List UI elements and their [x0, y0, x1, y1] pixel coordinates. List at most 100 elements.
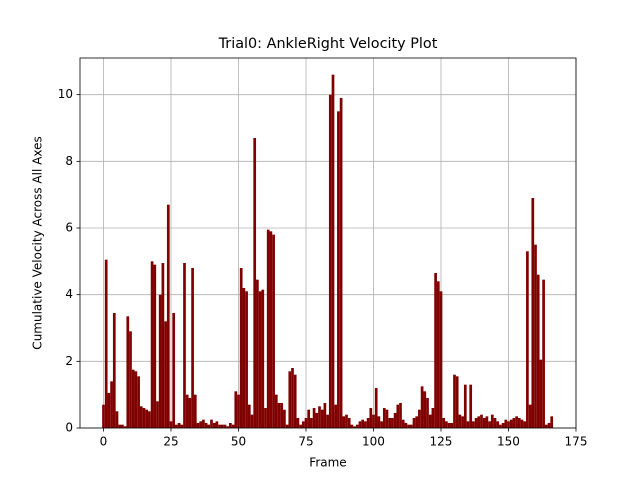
- bar: [299, 424, 302, 428]
- bar: [469, 384, 473, 428]
- bar: [528, 404, 532, 428]
- bar: [490, 414, 494, 428]
- bar: [180, 424, 184, 428]
- bar: [134, 371, 138, 428]
- bar: [507, 421, 510, 428]
- bar: [183, 263, 186, 428]
- bar: [337, 111, 340, 428]
- bar: [266, 229, 270, 428]
- bar: [453, 374, 456, 428]
- bar: [242, 288, 246, 428]
- axes-frame: [79, 57, 577, 429]
- bar: [412, 418, 416, 428]
- bar: [169, 421, 173, 428]
- bar: [496, 421, 500, 428]
- bar: [237, 394, 240, 428]
- bar: [145, 409, 149, 428]
- bar: [420, 386, 424, 428]
- bar: [142, 408, 146, 428]
- bar: [253, 138, 257, 428]
- bar: [264, 408, 267, 428]
- y-axis-label: Cumulative Velocity Across All Axes: [31, 136, 45, 349]
- bar: [526, 251, 529, 428]
- chart-title: Trial0: AnkleRight Velocity Plot: [218, 36, 438, 52]
- bar: [353, 426, 356, 428]
- bar: [372, 414, 375, 428]
- bar: [404, 423, 408, 428]
- bar: [185, 394, 189, 428]
- bar: [520, 419, 524, 428]
- bar: [323, 403, 327, 428]
- bar: [501, 423, 505, 428]
- bar: [380, 421, 383, 428]
- bar: [307, 409, 311, 428]
- bar: [150, 261, 154, 428]
- y-tick-label: 0: [65, 421, 73, 435]
- bar: [291, 368, 294, 428]
- bar: [296, 418, 300, 428]
- bar: [258, 291, 262, 428]
- bar: [466, 421, 470, 428]
- bar: [234, 391, 238, 428]
- bar: [118, 424, 122, 428]
- bar: [374, 388, 378, 428]
- bar: [231, 424, 235, 428]
- bar: [212, 423, 216, 428]
- bar: [439, 291, 443, 428]
- bar: [426, 398, 429, 428]
- x-tick-label: 0: [100, 435, 108, 449]
- bar: [172, 313, 176, 428]
- bar: [499, 424, 502, 428]
- bar: [318, 406, 321, 428]
- bar: [382, 408, 386, 428]
- bar: [153, 264, 157, 428]
- bar: [326, 414, 329, 428]
- bar: [428, 414, 432, 428]
- bar: [415, 416, 419, 428]
- bar: [358, 421, 362, 428]
- bar: [207, 424, 211, 428]
- bar: [104, 259, 108, 428]
- bar: [112, 313, 116, 428]
- bar: [399, 403, 402, 428]
- x-tick-label: 175: [565, 435, 588, 449]
- bar: [293, 374, 297, 428]
- bar: [409, 424, 413, 428]
- bar: [534, 244, 537, 428]
- bar: [488, 421, 491, 428]
- bar: [531, 198, 535, 428]
- bar: [288, 371, 292, 428]
- bar: [334, 404, 338, 428]
- bar: [202, 419, 205, 428]
- bar: [280, 403, 284, 428]
- y-tick-label: 6: [65, 221, 73, 235]
- bar: [472, 421, 475, 428]
- bar: [215, 421, 219, 428]
- bar: [407, 424, 410, 428]
- bar: [342, 416, 346, 428]
- bar: [350, 424, 354, 428]
- bar: [482, 418, 486, 428]
- bar: [164, 321, 167, 428]
- x-tick-label: 150: [497, 435, 520, 449]
- y-tick-label: 4: [65, 287, 73, 301]
- bar: [283, 409, 286, 428]
- bar: [239, 268, 243, 428]
- bar: [188, 398, 192, 428]
- bar: [431, 408, 435, 428]
- bar: [204, 423, 208, 428]
- bar: [256, 279, 259, 428]
- bar: [158, 294, 162, 428]
- bar: [247, 404, 251, 428]
- bar: [304, 418, 308, 428]
- bar: [177, 423, 181, 428]
- bar: [523, 421, 527, 428]
- bar: [366, 418, 370, 428]
- bar: [504, 419, 508, 428]
- bar: [126, 316, 130, 428]
- bar: [515, 416, 518, 428]
- bar: [442, 418, 446, 428]
- x-tick-label: 75: [298, 435, 313, 449]
- bar: [539, 359, 543, 428]
- bar: [547, 423, 551, 428]
